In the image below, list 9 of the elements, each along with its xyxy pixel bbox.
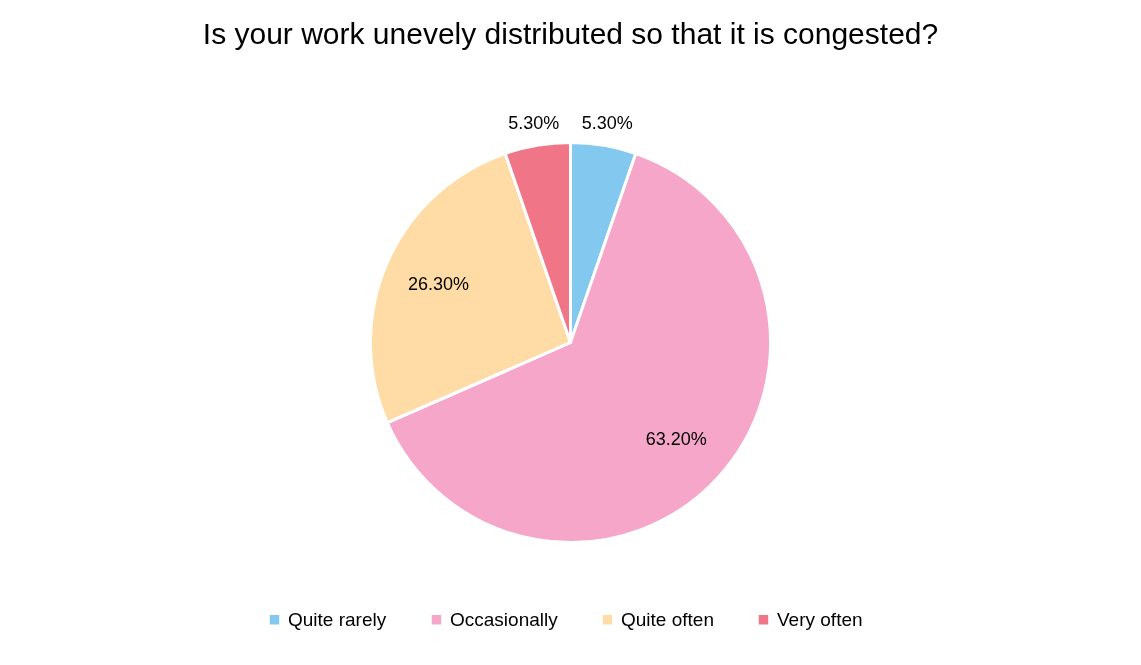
legend-label: Quite often: [621, 608, 714, 630]
data-label: 5.30%: [581, 112, 633, 133]
data-label: 63.20%: [645, 429, 707, 450]
legend-label: Quite rarely: [288, 608, 387, 630]
legend-label: Very often: [777, 608, 863, 630]
chart-title: Is your work unevely distributed so that it is congested?: [202, 17, 939, 50]
legend-label: Occasionally: [450, 608, 559, 630]
data-label: 26.30%: [408, 273, 470, 294]
data-label: 5.30%: [508, 112, 560, 133]
